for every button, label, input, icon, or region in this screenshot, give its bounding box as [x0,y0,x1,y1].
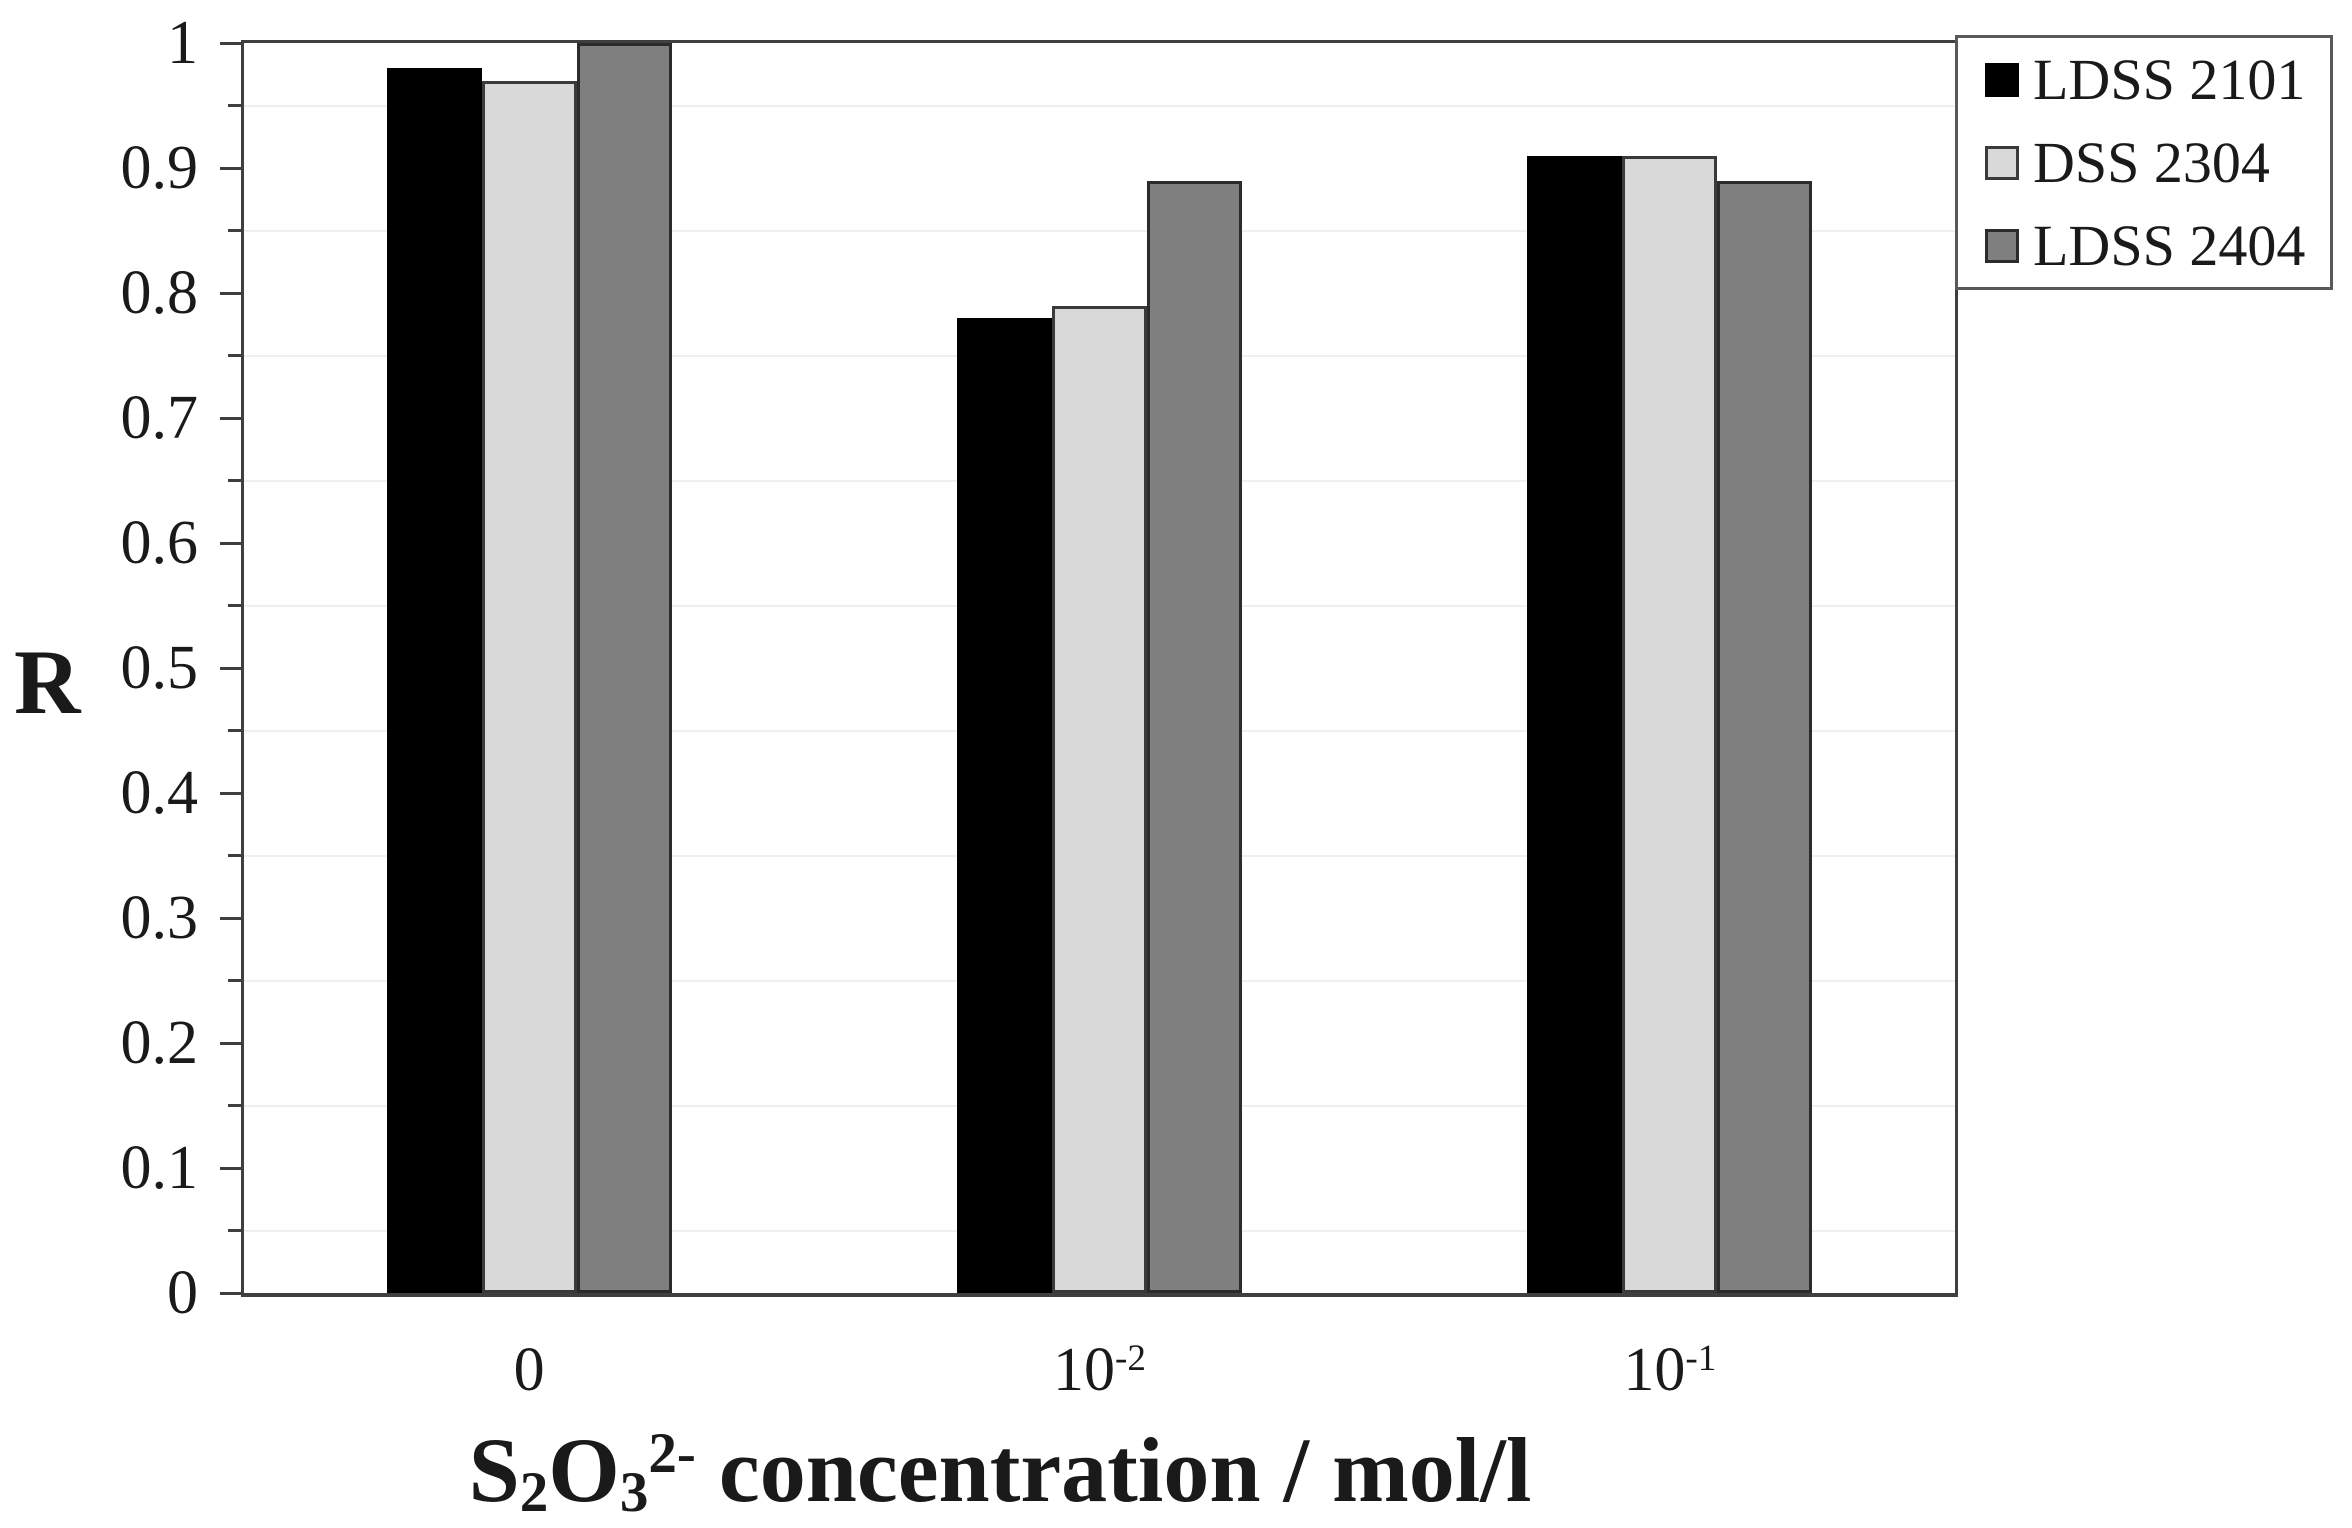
bar-ldss-2404-0 [576,43,672,1293]
y-axis-minor-tick [228,479,244,482]
x-axis-tick-label-exponent: -2 [1115,1337,1146,1379]
legend-label: LDSS 2404 [2033,212,2306,278]
y-axis-tick-label: 0.2 [120,1009,199,1077]
y-axis-minor-tick [228,1229,244,1232]
x-axis-tick-label: 10-1 [1470,1336,1870,1410]
y-axis-tick-label: 0.5 [120,634,199,702]
gridline [244,229,1955,232]
y-axis-major-tick [220,1291,244,1295]
y-axis-tick-label: 1 [167,9,198,77]
y-axis-major-tick [220,166,244,170]
y-axis-major-tick [220,1041,244,1045]
y-axis-title: R [14,631,81,733]
gridline [244,104,1955,107]
y-axis-major-tick [220,291,244,295]
y-axis-tick-label: 0.9 [120,134,199,202]
x-axis-title-text: S [468,1419,520,1521]
y-axis-major-tick [220,916,244,920]
x-axis-title-text: concentration / mol/l [695,1419,1532,1521]
x-axis-tick-label-exponent: -1 [1685,1337,1717,1379]
y-axis-minor-tick [228,604,244,607]
y-axis-minor-tick [228,854,244,857]
bar-dss-2304-0 [481,80,577,1293]
y-axis-tick-label: 0.6 [120,509,199,577]
bar-ldss-2101-10-1 [1527,155,1623,1293]
y-axis-major-tick [220,416,244,420]
x-axis-tick-label-base: 10 [1623,1336,1686,1404]
x-axis-title: S2O32- concentration / mol/l [469,1422,1532,1521]
y-axis-tick-label: 0.3 [120,884,199,952]
bar-ldss-2404-10-2 [1147,180,1242,1293]
y-axis-major-tick [220,541,244,545]
y-axis-minor-tick [228,354,244,357]
legend-label: LDSS 2101 [2033,46,2306,112]
x-axis-tick-label-base: 10 [1053,1336,1115,1404]
x-axis-tick-label: 10-2 [900,1336,1300,1410]
legend-item: LDSS 2404 [1958,204,2330,287]
bar-ldss-2101-0 [386,68,482,1293]
y-axis-major-tick [220,666,244,670]
legend-item: LDSS 2101 [1958,38,2330,121]
x-axis-tick-label: 0 [329,1339,729,1401]
bar-ldss-2101-10-2 [957,318,1052,1293]
y-axis-tick-label: 0 [167,1259,198,1327]
y-axis-minor-tick [228,229,244,232]
y-axis-tick-label: 0.7 [120,384,199,452]
y-axis-major-tick [220,41,244,45]
y-axis-major-tick [220,1166,244,1170]
legend-swatch-ldss-2404 [1985,228,2019,263]
x-axis-title-supscript: 2- [648,1422,696,1486]
bar-dss-2304-10-2 [1052,305,1147,1293]
y-axis-minor-tick [228,979,244,982]
y-axis-tick-label: 0.4 [120,759,199,827]
y-axis-minor-tick [228,1104,244,1107]
legend: LDSS 2101 DSS 2304 LDSS 2404 [1955,35,2333,290]
y-axis-minor-tick [228,729,244,732]
legend-item: DSS 2304 [1958,121,2330,204]
bar-dss-2304-10-1 [1622,155,1718,1293]
y-axis-major-tick [220,791,244,795]
bar-ldss-2404-10-1 [1717,180,1813,1293]
legend-label: DSS 2304 [2033,129,2270,195]
legend-swatch-ldss-2101 [1985,62,2019,97]
x-axis-title-text: O [548,1419,620,1521]
x-axis-title-subscript: 3 [619,1461,649,1525]
y-axis-minor-tick [228,104,244,107]
x-axis-title-subscript: 2 [519,1461,549,1525]
plot-area [241,40,1958,1297]
x-axis-tick-label-base: 0 [513,1336,545,1404]
legend-swatch-dss-2304 [1985,145,2019,180]
y-axis-tick-label: 0.1 [120,1134,199,1202]
y-axis-tick-label: 0.8 [120,259,199,327]
